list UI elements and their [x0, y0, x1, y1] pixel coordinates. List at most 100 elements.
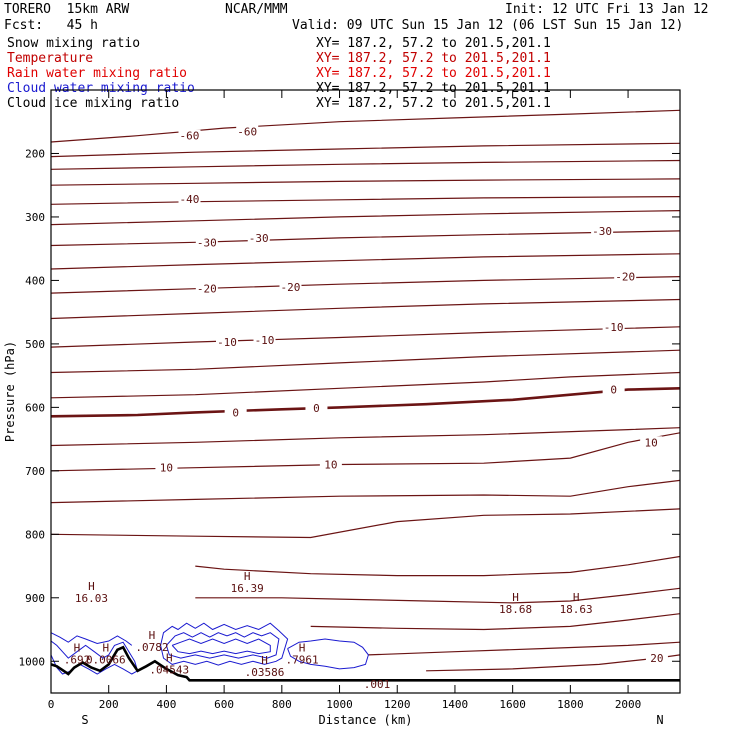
temperature-isotherm — [195, 555, 680, 577]
cloud-water-contour — [287, 638, 369, 670]
temperature-isotherm — [51, 298, 680, 320]
isotherm-label: -20 — [615, 271, 635, 284]
x-tick-label: 800 — [272, 698, 292, 711]
isotherm-label-background — [319, 458, 342, 472]
isotherm-label-background — [591, 224, 614, 238]
isotherm-label-background — [602, 383, 625, 397]
isotherm-label: -60 — [180, 130, 200, 143]
isotherm-label: -30 — [197, 236, 217, 249]
isotherm-label-background — [224, 406, 247, 420]
temperature-isotherm — [51, 479, 680, 504]
cloud-water-contour — [160, 622, 289, 666]
terrain-profile — [51, 645, 680, 682]
init-time: Init: 12 UTC Fri 13 Jan 12 — [505, 2, 709, 17]
high-marker: H — [573, 591, 580, 604]
plot-frame — [50, 89, 681, 694]
x-tick-label: 1200 — [384, 698, 411, 711]
temperature-isotherm — [368, 641, 680, 656]
temperature-isotherm — [310, 613, 680, 631]
temperature-isotherm — [51, 508, 680, 539]
cloud-water-max-marker: H — [299, 642, 306, 655]
isotherm-label-background — [236, 125, 259, 139]
isotherm-label: -30 — [592, 225, 612, 238]
isotherm-label-background — [155, 461, 178, 475]
rain-max-value: 0.0066 — [86, 654, 126, 667]
cloud-water-contour — [165, 632, 280, 659]
y-tick-label: 600 — [25, 401, 45, 414]
valid-time: Valid: 09 UTC Sun 15 Jan 12 (06 LST Sun … — [292, 18, 684, 33]
y-tick-label: 1000 — [19, 655, 46, 668]
x-axis-title: Distance (km) — [319, 713, 413, 727]
rain-max-marker: H — [166, 651, 173, 664]
isotherm-label: 0 — [232, 406, 239, 419]
isotherm-label: -20 — [197, 283, 217, 296]
isotherm-label-background — [279, 280, 302, 294]
temperature-isotherm — [51, 109, 680, 143]
temperature-isotherm — [51, 371, 680, 399]
x-tick-label: 600 — [214, 698, 234, 711]
isotherm-label-background — [602, 320, 625, 334]
temperature-isotherm — [51, 276, 680, 294]
isotherm-label: 0 — [610, 384, 617, 397]
isotherm-label: -10 — [217, 336, 237, 349]
forecast-hour: Fcst: 45 h — [4, 18, 98, 33]
isotherm-label: 10 — [160, 462, 173, 475]
rain-max-value: .0782 — [135, 641, 168, 654]
high-value: 18.68 — [499, 603, 532, 616]
cloud-water-max-value: .001 — [364, 678, 391, 691]
temperature-isotherm — [51, 326, 680, 348]
y-tick-label: 200 — [25, 147, 45, 160]
y-tick-label: 300 — [25, 211, 45, 224]
high-marker: H — [512, 591, 519, 604]
legend-label: Snow mixing ratio — [7, 36, 141, 51]
rain-max-value: .04543 — [149, 663, 189, 676]
x-tick-label: 400 — [156, 698, 176, 711]
high-marker: H — [88, 580, 95, 593]
legend-coordinates: XY= 187.2, 57.2 to 201.5,201.1 — [316, 96, 551, 111]
isotherm-label-background — [178, 193, 201, 207]
y-tick-label: 400 — [25, 274, 45, 287]
isotherm-label: -60 — [237, 125, 257, 138]
high-marker: H — [244, 570, 251, 583]
temperature-isotherm — [51, 142, 680, 158]
temperature-isotherm — [51, 253, 680, 270]
legend-label: Cloud water mixing ratio — [7, 81, 195, 96]
x-tick-label: 1800 — [557, 698, 584, 711]
isotherm-label: 10 — [324, 458, 337, 471]
isotherm-label-background — [640, 436, 663, 450]
legend-label: Cloud ice mixing ratio — [7, 96, 180, 111]
temperature-isotherm — [51, 210, 680, 226]
isotherm-label: -10 — [604, 321, 624, 334]
freezing-level-isotherm — [51, 387, 680, 418]
isotherm-label-background — [614, 270, 637, 284]
x-tick-label: 1400 — [442, 698, 469, 711]
y-tick-label: 700 — [25, 465, 45, 478]
x-tick-label: 1600 — [499, 698, 526, 711]
y-tick-label: 500 — [25, 338, 45, 351]
legend-coordinates: XY= 187.2, 57.2 to 201.5,201.1 — [316, 81, 551, 96]
isotherm-label-background — [247, 231, 270, 245]
x-tick-label: 2000 — [615, 698, 642, 711]
organization-label: NCAR/MMM — [225, 2, 288, 17]
isotherm-label-background — [195, 236, 218, 250]
cloud-water-contour — [51, 632, 133, 646]
rain-max-value: .03586 — [245, 666, 285, 679]
high-value: 18.63 — [560, 603, 593, 616]
temperature-isotherm — [51, 159, 680, 170]
isotherm-label: 10 — [645, 436, 658, 449]
isotherm-label-background — [253, 334, 276, 348]
legend-coordinates: XY= 187.2, 57.2 to 201.5,201.1 — [316, 51, 551, 66]
isotherm-label-background — [645, 652, 668, 666]
legend-coordinates: XY= 187.2, 57.2 to 201.5,201.1 — [316, 36, 551, 51]
legend-label: Rain water mixing ratio — [7, 66, 188, 81]
x-tick-label: 0 — [48, 698, 55, 711]
temperature-isotherm — [51, 230, 680, 247]
isotherm-label: 20 — [650, 652, 663, 665]
south-end-label: S — [81, 713, 88, 727]
temperature-isotherm — [195, 587, 680, 604]
isotherm-label: -40 — [180, 193, 200, 206]
isotherm-label-background — [216, 335, 239, 349]
cloud-water-max-marker: H — [74, 642, 81, 655]
temperature-isotherm — [51, 432, 680, 472]
high-value: 16.03 — [75, 592, 108, 605]
